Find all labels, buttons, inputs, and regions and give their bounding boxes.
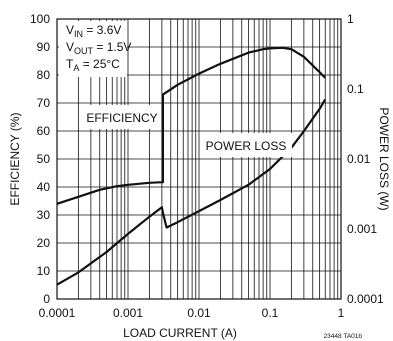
x-tick-label: 0.01 [187,306,211,320]
series-line-efficiency [56,46,326,205]
x-tick-label: 0.001 [113,306,143,320]
x-tick-label: 1 [338,306,345,320]
y-tick-label: 0 [43,292,50,306]
y2-tick-label: 1 [347,12,354,26]
efficiency-label-box [83,105,161,129]
x-tick-label: 0.1 [262,306,279,320]
y-tick-label: 40 [37,180,51,194]
y-axis-title: EFFICIENCY (%) [8,112,22,205]
plot-frame [56,18,342,300]
y2-axis-title: POWER LOSS (W) [377,107,391,210]
series-layer [56,46,327,286]
y2-tick-label: 0.001 [347,222,377,236]
y-tick-label: 90 [37,40,51,54]
series-label-power-loss: POWER LOSS [206,139,287,153]
y-tick-label: 10 [37,264,51,278]
conditions-box [59,21,127,77]
y2-tick-label: 0.01 [347,152,371,166]
x-axis-title: LOAD CURRENT (A) [123,326,237,340]
condition-text: VOUT = 1.5V [66,40,131,56]
condition-text: TA = 25°C [66,57,120,73]
y2-tick-label: 0.1 [347,82,364,96]
y-tick-label: 30 [37,208,51,222]
condition-text: VIN = 3.6V [66,23,121,39]
figure-footnote: 23448 TA01b [324,333,363,340]
series-line-power-loss [56,98,327,286]
y-tick-label: 60 [37,124,51,138]
y-tick-label: 20 [37,236,51,250]
y-tick-label: 70 [37,96,51,110]
x-tick-label: 0.0001 [39,306,76,320]
y-tick-label: 50 [37,152,51,166]
y-tick-label: 80 [37,68,51,82]
y2-tick-label: 0.0001 [347,292,384,306]
y-tick-label: 100 [30,12,50,26]
tick-labels: 0.0001 0.001 0.01 0.1 1010203040506070809010… [30,12,384,320]
series-label-efficiency: EFFICIENCY [86,111,157,125]
power-loss-label-box [200,133,292,157]
